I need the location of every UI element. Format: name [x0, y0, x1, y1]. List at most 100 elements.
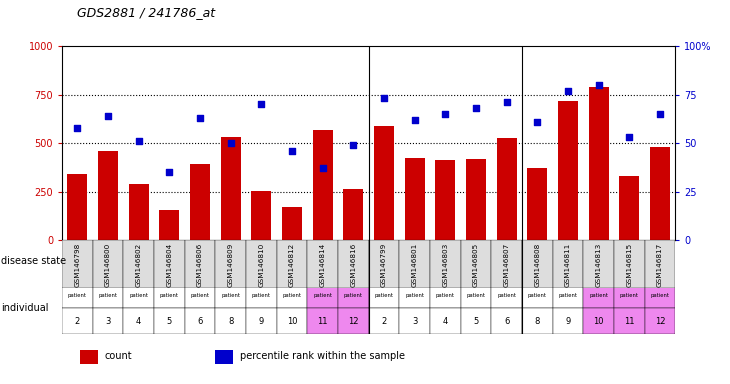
Text: 4: 4: [136, 317, 142, 326]
FancyBboxPatch shape: [522, 282, 553, 308]
FancyBboxPatch shape: [277, 240, 307, 288]
Text: 12: 12: [348, 317, 358, 326]
Text: 3: 3: [412, 317, 418, 326]
Text: GSM146804: GSM146804: [166, 242, 172, 286]
FancyBboxPatch shape: [307, 240, 338, 288]
Text: GSM146816: GSM146816: [350, 242, 356, 286]
Text: GSM146805: GSM146805: [473, 242, 479, 286]
FancyBboxPatch shape: [338, 282, 369, 308]
Point: [317, 165, 328, 171]
Text: patient: patient: [620, 293, 639, 298]
Text: GSM146799: GSM146799: [381, 242, 387, 286]
FancyBboxPatch shape: [215, 308, 246, 334]
Bar: [282, 207, 302, 240]
FancyBboxPatch shape: [246, 282, 277, 308]
FancyBboxPatch shape: [430, 282, 461, 308]
Text: patient: patient: [589, 293, 608, 298]
FancyBboxPatch shape: [185, 282, 215, 308]
FancyBboxPatch shape: [399, 282, 430, 308]
FancyBboxPatch shape: [430, 308, 461, 334]
Bar: [374, 126, 394, 240]
Point: [72, 124, 83, 131]
FancyBboxPatch shape: [583, 282, 614, 308]
FancyBboxPatch shape: [614, 240, 645, 288]
FancyBboxPatch shape: [491, 308, 522, 334]
Text: 11: 11: [624, 317, 634, 326]
FancyBboxPatch shape: [338, 308, 369, 334]
Point: [102, 113, 114, 119]
Point: [286, 148, 298, 154]
FancyBboxPatch shape: [645, 308, 675, 334]
Bar: [619, 176, 639, 240]
FancyBboxPatch shape: [399, 240, 430, 288]
FancyBboxPatch shape: [399, 308, 430, 334]
Point: [439, 111, 451, 117]
FancyBboxPatch shape: [614, 282, 645, 308]
FancyBboxPatch shape: [185, 240, 215, 288]
FancyBboxPatch shape: [369, 308, 399, 334]
Text: 5: 5: [166, 317, 172, 326]
Point: [409, 117, 420, 123]
Text: GSM146814: GSM146814: [320, 242, 326, 286]
Text: stage II cRCC: stage II cRCC: [564, 256, 633, 266]
Text: patient: patient: [558, 293, 577, 298]
Point: [562, 88, 574, 94]
FancyBboxPatch shape: [338, 240, 369, 288]
Bar: [496, 138, 517, 240]
Bar: [251, 190, 272, 240]
FancyBboxPatch shape: [62, 308, 93, 334]
FancyBboxPatch shape: [123, 308, 154, 334]
Text: GSM146810: GSM146810: [258, 242, 264, 286]
Text: patient: patient: [252, 293, 271, 298]
FancyBboxPatch shape: [614, 308, 645, 334]
Point: [501, 99, 512, 105]
Text: patient: patient: [650, 293, 669, 298]
Point: [531, 119, 543, 125]
Bar: [220, 137, 241, 240]
FancyBboxPatch shape: [491, 240, 522, 288]
Text: count: count: [105, 351, 133, 361]
Text: 10: 10: [287, 317, 297, 326]
Bar: [558, 101, 578, 240]
Text: 2: 2: [381, 317, 387, 326]
FancyBboxPatch shape: [154, 282, 185, 308]
Bar: [343, 189, 364, 240]
Bar: [588, 87, 609, 240]
Text: disease state: disease state: [1, 256, 66, 266]
Text: 9: 9: [565, 317, 571, 326]
Text: 8: 8: [534, 317, 540, 326]
FancyBboxPatch shape: [307, 308, 338, 334]
Text: percentile rank within the sample: percentile rank within the sample: [240, 351, 405, 361]
Text: patient: patient: [129, 293, 148, 298]
Text: 3: 3: [105, 317, 111, 326]
FancyBboxPatch shape: [461, 240, 491, 288]
Point: [133, 138, 145, 144]
Text: GSM146807: GSM146807: [504, 242, 510, 286]
Text: GSM146803: GSM146803: [442, 242, 448, 286]
Text: patient: patient: [68, 293, 87, 298]
Text: 12: 12: [655, 317, 665, 326]
FancyBboxPatch shape: [154, 308, 185, 334]
Text: patient: patient: [528, 293, 547, 298]
Text: patient: patient: [405, 293, 424, 298]
FancyBboxPatch shape: [277, 308, 307, 334]
FancyBboxPatch shape: [522, 240, 553, 288]
Bar: [404, 157, 425, 240]
Bar: [312, 131, 333, 240]
Text: 9: 9: [258, 317, 264, 326]
Text: GSM146812: GSM146812: [289, 242, 295, 286]
FancyBboxPatch shape: [553, 282, 583, 308]
FancyBboxPatch shape: [583, 308, 614, 334]
Bar: [80, 350, 98, 364]
Text: patient: patient: [436, 293, 455, 298]
FancyBboxPatch shape: [553, 240, 583, 288]
FancyBboxPatch shape: [277, 282, 307, 308]
FancyBboxPatch shape: [522, 308, 553, 334]
Text: patient: patient: [99, 293, 118, 298]
Bar: [67, 174, 88, 240]
Bar: [527, 168, 548, 240]
Point: [225, 140, 237, 146]
Text: 5: 5: [473, 317, 479, 326]
FancyBboxPatch shape: [461, 282, 491, 308]
FancyBboxPatch shape: [430, 240, 461, 288]
